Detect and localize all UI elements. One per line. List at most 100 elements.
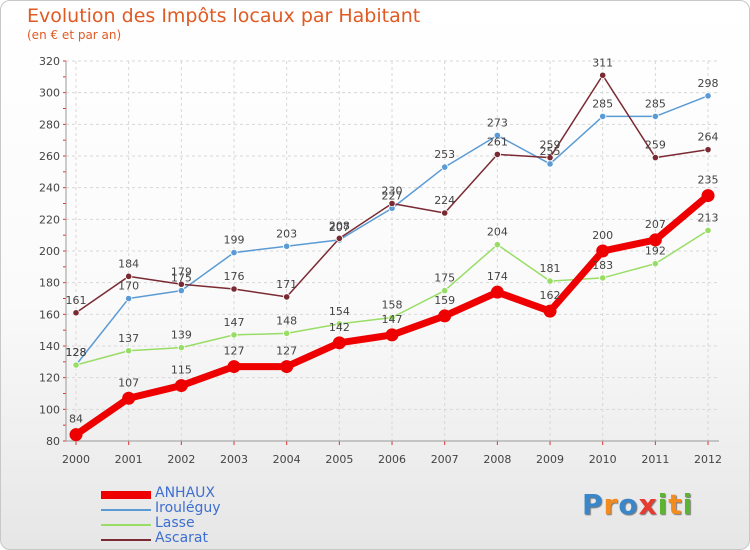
x-tick-label: 2001 [115, 453, 143, 466]
logo-letter: o [618, 488, 639, 521]
data-label-anhaux: 200 [592, 229, 613, 242]
data-point-irouleguy [546, 160, 554, 168]
data-label-anhaux: 147 [382, 313, 403, 326]
data-label-anhaux: 174 [487, 270, 508, 283]
logo-letter: t [668, 488, 683, 521]
data-point-lasse [72, 361, 80, 369]
data-point-anhaux [543, 304, 557, 318]
x-tick-label: 2012 [694, 453, 722, 466]
data-label-ascarat: 264 [698, 131, 719, 144]
data-label-lasse: 139 [171, 329, 192, 342]
data-label-ascarat: 259 [645, 139, 666, 152]
logo-letter: P [582, 488, 604, 521]
data-point-ascarat [441, 209, 449, 217]
x-tick-label: 2006 [378, 453, 406, 466]
grid-lines [66, 60, 719, 442]
data-point-ascarat [177, 280, 185, 288]
data-label-lasse: 148 [276, 314, 297, 327]
data-label-anhaux: 127 [224, 345, 245, 358]
logo-letter: r [603, 488, 619, 521]
data-point-anhaux [280, 360, 294, 374]
data-label-irouleguy: 298 [698, 77, 719, 90]
data-label-irouleguy: 128 [66, 346, 87, 359]
y-tick-label: 200 [39, 245, 60, 258]
data-label-ascarat: 161 [66, 294, 87, 307]
data-point-anhaux [490, 285, 504, 299]
logo-letter: i [682, 488, 694, 521]
data-label-irouleguy: 285 [592, 97, 613, 110]
x-tick-label: 2011 [641, 453, 669, 466]
chart-subtitle: (en € et par an) [27, 28, 122, 42]
data-label-irouleguy: 227 [382, 189, 403, 202]
data-point-ascarat [230, 285, 238, 293]
legend-item-irouleguy: Irouléguy [101, 500, 301, 517]
logo-letter: x [638, 488, 658, 521]
legend-swatch-irouleguy [101, 508, 151, 511]
data-point-ascarat [546, 153, 554, 162]
y-tick-label: 240 [39, 182, 60, 195]
x-tick-label: 2003 [220, 453, 248, 466]
data-label-irouleguy: 273 [487, 116, 508, 129]
data-point-anhaux [69, 428, 83, 442]
data-label-ascarat: 179 [171, 265, 192, 278]
x-tick-label: 2007 [431, 453, 459, 466]
data-label-irouleguy: 255 [540, 145, 561, 158]
logo-letter: i [657, 488, 669, 521]
data-label-ascarat: 184 [118, 257, 139, 270]
legend-label-ascarat: Ascarat [155, 530, 208, 546]
data-label-lasse: 192 [645, 245, 666, 258]
data-label-ascarat: 224 [434, 194, 455, 207]
data-point-lasse [651, 260, 659, 268]
data-label-lasse: 213 [698, 211, 719, 224]
data-label-lasse: 204 [487, 226, 508, 239]
legend-item-ascarat: Ascarat [101, 530, 301, 547]
data-point-anhaux [174, 379, 188, 393]
data-label-lasse: 181 [540, 262, 561, 275]
x-tick-label: 2009 [536, 453, 564, 466]
data-point-irouleguy [441, 163, 449, 171]
data-label-lasse: 137 [118, 332, 139, 345]
data-point-irouleguy [651, 112, 659, 121]
data-point-anhaux [385, 328, 399, 342]
data-label-anhaux: 159 [434, 294, 455, 307]
data-label-irouleguy: 170 [118, 280, 139, 293]
data-point-anhaux [648, 233, 662, 247]
data-labels-layer: 128 170 175 199 203 207 227 253 273 255 285 285 298 1… [66, 56, 719, 425]
data-label-ascarat: 259 [540, 139, 561, 152]
data-label-lasse: 175 [434, 272, 455, 285]
legend-swatch-ascarat [101, 538, 151, 541]
data-point-lasse [493, 241, 501, 249]
legend-label-irouleguy: Irouléguy [155, 500, 221, 516]
y-tick-label: 320 [39, 55, 60, 68]
data-label-irouleguy: 285 [645, 97, 666, 110]
y-tick-label: 80 [46, 435, 60, 448]
x-tick-label: 2008 [483, 453, 511, 466]
x-tick-label: 2010 [589, 453, 617, 466]
data-point-lasse [230, 331, 238, 339]
data-label-ascarat: 208 [329, 219, 350, 232]
data-label-lasse: 128 [66, 346, 87, 359]
data-label-irouleguy: 199 [224, 234, 245, 247]
data-point-lasse [546, 277, 554, 285]
data-point-irouleguy [230, 248, 238, 257]
data-label-irouleguy: 253 [434, 148, 455, 161]
data-label-anhaux: 207 [645, 218, 666, 231]
data-point-irouleguy [283, 242, 291, 250]
data-point-ascarat [125, 272, 133, 280]
data-label-lasse: 158 [382, 299, 403, 312]
data-point-ascarat [493, 150, 501, 159]
data-point-lasse [388, 313, 396, 322]
data-point-lasse [599, 274, 607, 282]
data-point-lasse [177, 343, 185, 352]
data-label-irouleguy: 175 [171, 272, 192, 285]
data-label-ascarat: 171 [276, 278, 297, 291]
data-point-anhaux [227, 360, 241, 374]
x-tick-label: 2000 [62, 453, 90, 466]
legend-label-lasse: Lasse [155, 515, 195, 531]
data-label-lasse: 147 [224, 316, 245, 329]
legend-item-anhaux: ANHAUX [101, 485, 301, 502]
x-tick-label: 2004 [273, 453, 301, 466]
data-point-irouleguy [493, 131, 501, 140]
data-point-anhaux [438, 309, 452, 323]
legend-label-anhaux: ANHAUX [155, 485, 215, 501]
